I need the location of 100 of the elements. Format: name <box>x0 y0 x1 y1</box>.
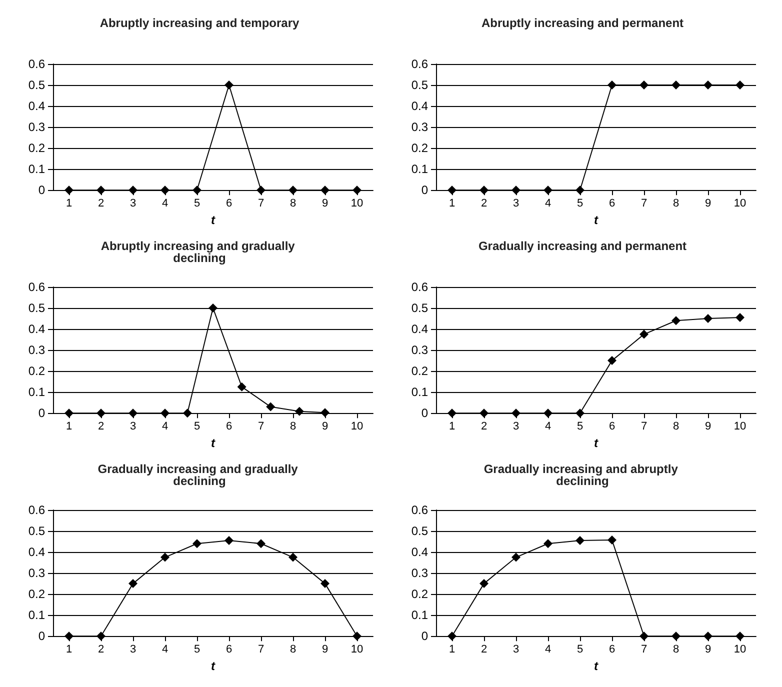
x-tick-label: 4 <box>544 198 552 210</box>
y-tick-label: 0.3 <box>411 566 428 580</box>
y-tick-label: 0.1 <box>411 608 428 622</box>
chart-title: Abruptly increasing and temporary <box>100 16 300 30</box>
y-tick-label: 0.3 <box>28 566 46 580</box>
y-tick-label: 0.4 <box>411 99 428 114</box>
x-tick-label: 10 <box>734 644 746 656</box>
x-tick-label: 6 <box>608 420 616 433</box>
y-tick-label: 0.6 <box>411 280 428 294</box>
x-tick-label: 8 <box>290 420 296 433</box>
x-tick-label: 10 <box>734 420 746 433</box>
x-tick-label: 8 <box>672 644 680 656</box>
x-tick-label: 4 <box>544 420 552 433</box>
chart-title: Gradually increasing and abruptly declining <box>484 462 682 488</box>
x-tick-label: 5 <box>576 420 584 433</box>
x-tick-label: 7 <box>640 420 648 433</box>
x-tick-label: 1 <box>66 644 72 656</box>
x-tick-label: 5 <box>194 198 200 210</box>
y-tick-label: 0.4 <box>28 545 46 560</box>
x-tick-label: 5 <box>576 644 584 656</box>
y-tick-label: 0.1 <box>411 385 428 400</box>
y-tick-label: 0 <box>421 629 428 644</box>
x-tick-label: 4 <box>162 420 168 433</box>
y-tick-label: 0.4 <box>28 99 46 114</box>
x-tick-label: 9 <box>322 198 328 210</box>
y-tick-label: 0.3 <box>28 343 46 358</box>
x-tick-label: 4 <box>162 644 168 656</box>
y-tick-label: 0.5 <box>28 524 46 538</box>
y-tick-label: 0.6 <box>411 57 428 71</box>
x-tick-label: 4 <box>162 198 168 210</box>
y-tick-label: 0.3 <box>411 120 428 134</box>
y-tick-label: 0.6 <box>28 280 46 294</box>
x-tick-label: 7 <box>258 420 264 433</box>
x-tick-label: 7 <box>258 644 264 656</box>
x-tick-label: 8 <box>290 198 296 210</box>
y-tick-label: 0.2 <box>28 364 46 378</box>
x-tick-label: 6 <box>608 198 616 210</box>
chart-title: Abruptly increasing and permanent <box>481 16 684 30</box>
y-tick-label: 0.1 <box>28 162 46 176</box>
x-tick-label: 7 <box>640 644 648 656</box>
x-axis-title: t <box>594 659 599 673</box>
y-tick-label: 0.5 <box>411 301 428 316</box>
x-tick-label: 9 <box>704 420 712 433</box>
x-tick-label: 1 <box>448 420 456 433</box>
y-tick-label: 0.2 <box>411 587 428 602</box>
x-tick-label: 1 <box>448 644 456 656</box>
x-tick-label: 7 <box>258 198 264 210</box>
y-tick-label: 0.5 <box>411 524 428 538</box>
y-tick-label: 0.4 <box>411 322 428 336</box>
y-tick-label: 0.4 <box>28 322 46 336</box>
x-tick-label: 3 <box>512 198 520 210</box>
x-tick-label: 3 <box>130 198 136 210</box>
x-tick-label: 6 <box>226 420 232 433</box>
y-tick-label: 0.6 <box>411 503 428 517</box>
x-axis-title: t <box>594 436 599 450</box>
x-tick-label: 2 <box>98 420 104 433</box>
chart-title: Abruptly increasing and gradually declining <box>100 239 298 265</box>
x-tick-label: 1 <box>66 420 72 433</box>
y-tick-label: 0.2 <box>411 364 428 378</box>
chart-title: Gradually increasing and permanent <box>478 239 687 253</box>
y-tick-label: 0.2 <box>28 141 46 156</box>
x-tick-label: 8 <box>672 198 680 210</box>
x-tick-label: 1 <box>448 198 456 210</box>
x-tick-label: 10 <box>350 420 364 433</box>
x-tick-label: 5 <box>194 644 200 656</box>
y-tick-label: 0 <box>421 406 428 420</box>
chart-title: Gradually increasing and gradually declining <box>98 462 302 488</box>
x-tick-label: 9 <box>704 644 712 656</box>
y-tick-label: 0.6 <box>28 57 46 71</box>
x-tick-label: 3 <box>130 420 136 433</box>
x-tick-label: 3 <box>512 644 520 656</box>
y-tick-label: 0.5 <box>28 301 46 316</box>
x-axis-title: t <box>211 659 216 673</box>
x-tick-label: 7 <box>640 198 648 210</box>
x-tick-label: 10 <box>734 198 746 210</box>
x-axis-title: t <box>211 436 216 450</box>
x-axis-title: t <box>594 213 599 227</box>
x-axis-title: t <box>211 213 216 227</box>
y-tick-label: 0.4 <box>411 545 428 560</box>
x-tick-label: 6 <box>226 644 232 656</box>
x-tick-label: 6 <box>608 644 616 656</box>
y-tick-label: 0 <box>421 183 428 198</box>
y-tick-label: 0.1 <box>28 385 46 400</box>
x-tick-label: 8 <box>672 420 680 433</box>
x-tick-label: 10 <box>350 198 364 210</box>
y-tick-label: 0.3 <box>28 120 46 134</box>
x-tick-label: 2 <box>98 644 104 656</box>
x-tick-label: 1 <box>66 198 72 210</box>
y-tick-label: 0 <box>38 406 46 420</box>
x-tick-label: 10 <box>350 644 364 656</box>
y-tick-label: 0.1 <box>28 608 46 622</box>
x-tick-label: 2 <box>480 420 488 433</box>
x-tick-label: 6 <box>226 198 232 210</box>
y-tick-label: 0.1 <box>411 162 428 176</box>
x-tick-label: 5 <box>576 198 584 210</box>
x-tick-label: 2 <box>98 198 104 210</box>
y-tick-label: 0.3 <box>411 343 428 358</box>
x-tick-label: 2 <box>480 198 488 210</box>
y-tick-label: 0.5 <box>411 78 428 92</box>
y-tick-label: 0 <box>38 183 46 198</box>
